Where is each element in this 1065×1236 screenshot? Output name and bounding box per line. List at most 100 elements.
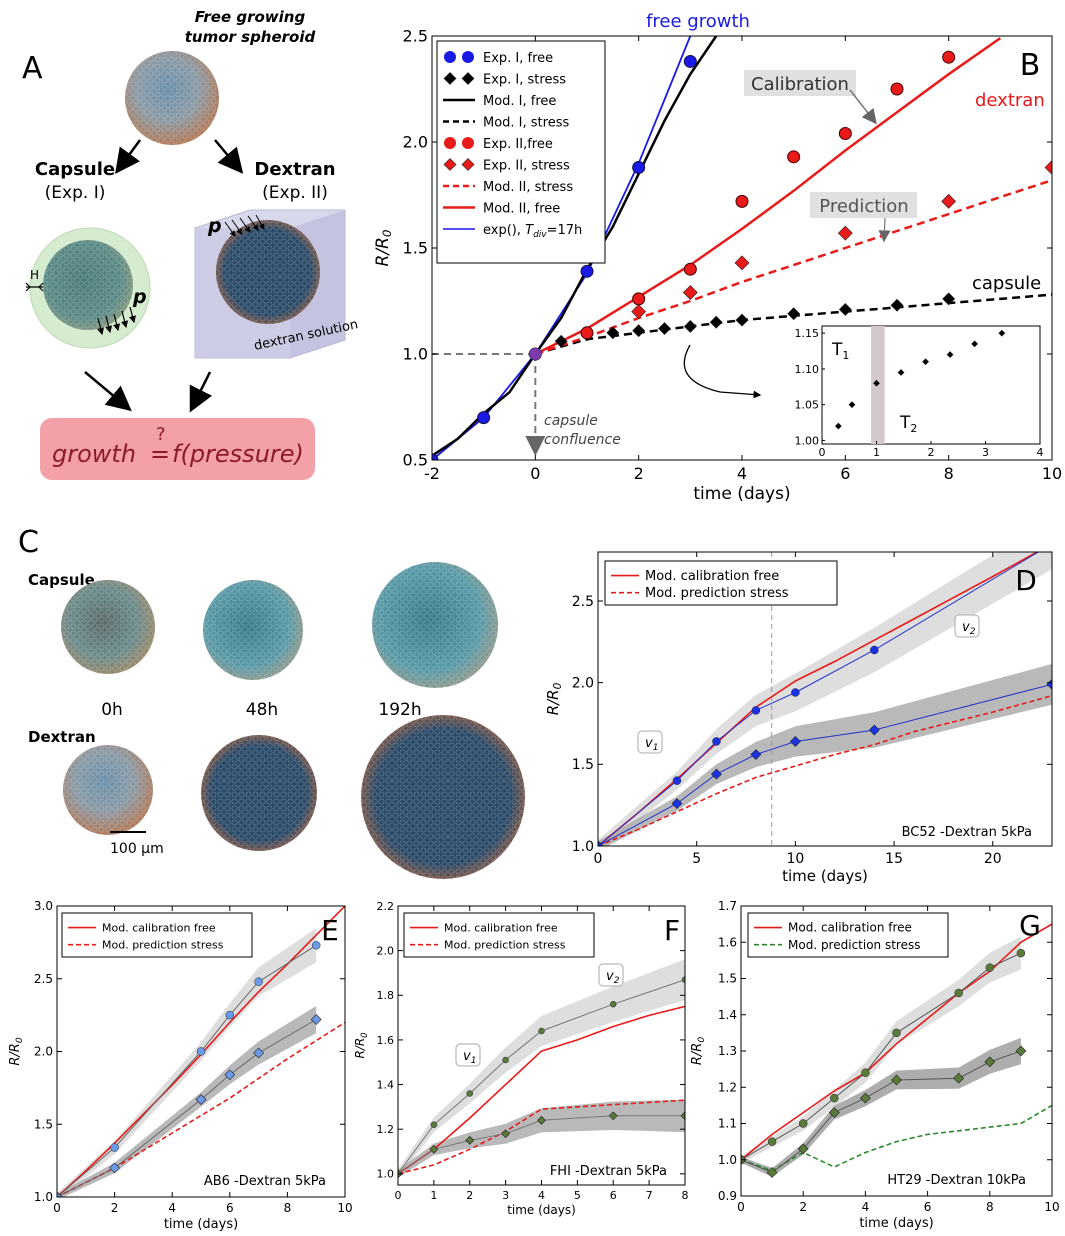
exp-free-point (311, 941, 321, 950)
exp-stress-point (429, 1144, 439, 1154)
exp1-stress-point (606, 326, 620, 340)
exp2-free-point (787, 150, 801, 164)
legend-label: Mod. II, free (483, 202, 560, 217)
legend-frame (604, 560, 838, 606)
y-tick-label: 1.0 (377, 1168, 395, 1181)
exp-free-point (1016, 948, 1026, 958)
x-tick-label: 8 (682, 1189, 689, 1202)
free-spheroid-image (125, 51, 219, 145)
capsule-spheroid-image (25, 227, 151, 349)
annotation-prediction: Prediction (819, 196, 908, 217)
y-tick-label: 3.0 (34, 899, 53, 913)
calibration-box (744, 70, 856, 96)
x-tick-label: 10 (337, 1201, 352, 1215)
x-tick-label: 8 (986, 1200, 994, 1214)
exp2-free-point (580, 326, 594, 340)
chart-e: 0 2 4 6 8 10 1.0 1.5 2.0 2.5 3.0 time (days) R/R0 Mod… (8, 899, 353, 1232)
inset-y-tick-label: 1.15 (795, 327, 820, 340)
inset-y-tick-label: 1.10 (795, 363, 820, 376)
exp-stress-point (984, 1056, 996, 1068)
x-tick-label: 0 (594, 851, 603, 867)
plot-area (741, 923, 1052, 1178)
x-tick-label: 4 (737, 464, 747, 483)
legend-marker (461, 158, 475, 171)
exp-stress-point (750, 749, 762, 760)
x-tick-label: 6 (610, 1189, 617, 1202)
legend-label: Mod. calibration free (444, 921, 558, 934)
exp-stress-point (671, 798, 683, 809)
y-tick-label: 1.7 (718, 899, 737, 913)
exp-free-band (598, 552, 1052, 846)
exp-free-point (430, 1121, 438, 1128)
exp-stress-point (828, 1107, 840, 1119)
legend-marker (443, 158, 457, 171)
exp-free-point (681, 976, 685, 983)
growth-formula-lhs: growth (52, 440, 136, 468)
panel-letter: E (321, 914, 339, 947)
legend-label: exp(), Tdiv=17h (483, 223, 582, 240)
x-tick-label: 0 (395, 1189, 402, 1202)
capsule-192h-image (372, 562, 498, 688)
exp2-stress-point (1044, 160, 1052, 175)
legend-label: Mod. prediction stress (444, 939, 566, 952)
x-tick-label: 4 (168, 1201, 176, 1215)
arrow-dextran-down (189, 371, 213, 413)
exp-free-point (254, 977, 263, 986)
exp-free-line (57, 944, 317, 1197)
panel-label: FHI -Dextran 5kPa (550, 1164, 667, 1179)
exp-stress-point (711, 768, 722, 780)
legend-frame (403, 912, 595, 958)
mod-stress-line (57, 1021, 345, 1197)
y-tick-label: 2.5 (403, 27, 428, 46)
panel-letter: D (1015, 564, 1037, 597)
v-label-box (455, 1043, 481, 1067)
legend-marker (443, 72, 457, 85)
exp2-free-point (632, 292, 646, 306)
legend-marker (461, 72, 475, 85)
y-axis-label: R/R0 (544, 682, 564, 715)
legend-marker (444, 137, 456, 149)
y-tick-label: 1.4 (718, 1008, 737, 1022)
exp-stress-point (953, 1072, 965, 1084)
legend-label: Mod. prediction stress (102, 939, 224, 952)
exp2-free-point (890, 82, 904, 96)
x-tick-label: 8 (944, 464, 954, 483)
exp2-free-point (735, 194, 749, 208)
dextran-192h-image (361, 715, 525, 879)
x-tick-label: 0 (737, 1200, 745, 1214)
legend-F: Mod. calibration free Mod. prediction str… (403, 912, 595, 958)
chart-f: 0 1 2 3 4 5 6 7 8 1.0 1.2 1.4 1.6 1.8 2.0 2.2 time (days… (353, 900, 689, 1217)
y-tick-label: 1.6 (377, 1034, 395, 1047)
dextran-label: Dextran (254, 159, 335, 180)
y-tick-label: 1.5 (718, 972, 737, 986)
annotation-calibration: Calibration (751, 74, 849, 95)
mod-free-line (741, 923, 1052, 1161)
exp-stress-point (1015, 1045, 1027, 1057)
legend-E: Mod. calibration free Mod. prediction str… (61, 912, 253, 958)
x-tick-label: 6 (226, 1201, 234, 1215)
exp-stress-point (501, 1129, 511, 1139)
plot-area (398, 959, 685, 1179)
dextran-0h-image (63, 745, 153, 835)
exp-stress-point (789, 736, 801, 747)
exp-stress-point (109, 1162, 121, 1174)
plot-area (57, 906, 345, 1197)
y-tick-label: 1.5 (572, 757, 594, 773)
panel-a-title-line2: tumor spheroid (185, 28, 316, 46)
growth-formula-rhs: f(pressure) (172, 440, 304, 468)
x-axis-label: time (days) (782, 867, 868, 885)
x-axis-label: time (days) (507, 1203, 576, 1217)
v-label-box (598, 963, 624, 987)
scale-bar-label: 100 µm (110, 841, 164, 857)
panel-label: AB6 -Dextran 5kPa (204, 1174, 326, 1189)
x-tick-label: 0 (53, 1201, 61, 1215)
time-label-48h: 48h (246, 700, 278, 720)
x-tick-label: 15 (885, 851, 903, 867)
legend-label: Mod. I, free (483, 94, 556, 109)
exp2-stress-point (682, 285, 698, 300)
exp-free-point (712, 737, 721, 746)
exp1-free-point (432, 453, 439, 460)
capsule-48h-image (203, 580, 303, 680)
exp2-free-point (838, 127, 852, 141)
